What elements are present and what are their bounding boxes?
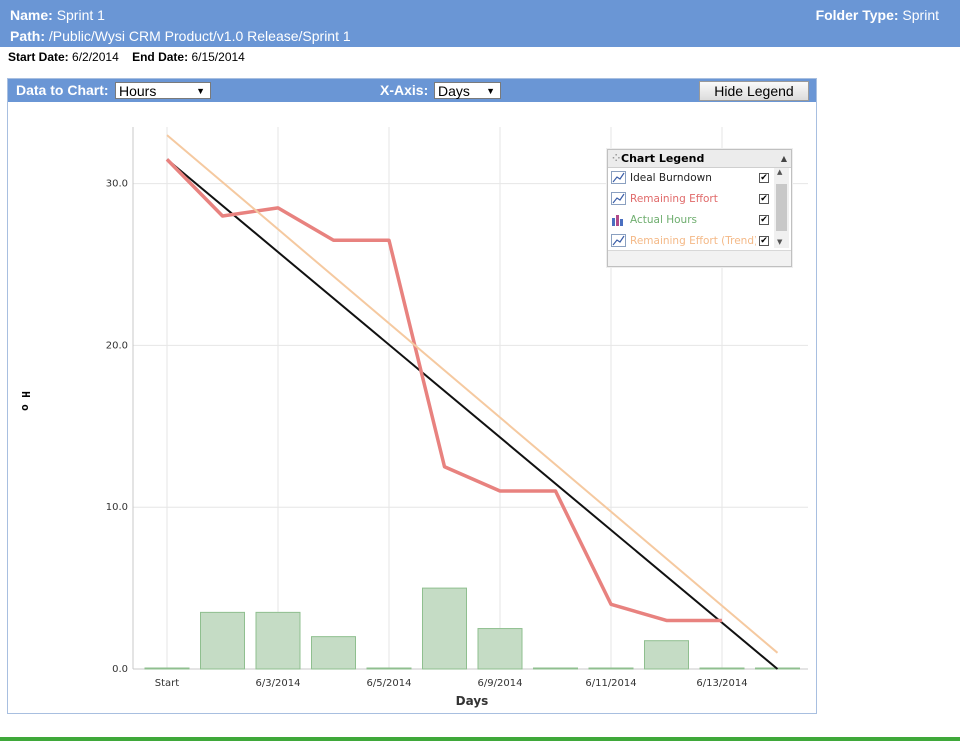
- hide-legend-button[interactable]: Hide Legend: [699, 81, 809, 101]
- y-tick-label: 0.0: [112, 664, 128, 675]
- path-value: /Public/Wysi CRM Product/v1.0 Release/Sp…: [48, 28, 351, 44]
- y-tick-label: 10.0: [106, 502, 128, 513]
- end-date-value: 6/15/2014: [191, 50, 245, 64]
- path-label: Path:: [10, 28, 45, 44]
- bar-actual-hours: [644, 640, 689, 670]
- legend-title-bar[interactable]: ⁘ Chart Legend ▲: [608, 150, 791, 168]
- sprint-header: Name: Sprint 1 Path: /Public/Wysi CRM Pr…: [0, 0, 960, 47]
- chart-panel: Data to Chart: Hours ▼ X-Axis: Days ▼ Hi…: [7, 78, 817, 714]
- xaxis-select[interactable]: Days ▼: [434, 82, 501, 99]
- legend-label: Remaining Effort (Trend): [630, 235, 756, 247]
- path-row: Path: /Public/Wysi CRM Product/v1.0 Rele…: [10, 27, 351, 45]
- x-tick-label: 6/5/2014: [367, 678, 412, 689]
- legend-checkbox[interactable]: ✔: [759, 194, 769, 204]
- xaxis-label: X-Axis:: [380, 82, 429, 98]
- bar-actual-hours: [533, 667, 578, 670]
- folder-type-label: Folder Type:: [815, 7, 899, 23]
- start-date-label: Start Date:: [8, 50, 69, 64]
- collapse-icon[interactable]: ▲: [780, 154, 787, 163]
- scroll-up-icon[interactable]: ▲: [777, 168, 783, 176]
- x-axis-title: Days: [456, 694, 489, 708]
- bar-actual-hours: [255, 611, 301, 670]
- date-range: Start Date: 6/2/2014 End Date: 6/15/2014: [8, 50, 245, 65]
- name-label: Name:: [10, 7, 53, 23]
- legend-footer: [608, 250, 791, 266]
- bar-actual-hours: [699, 667, 745, 670]
- scroll-down-icon[interactable]: ▼: [777, 238, 783, 246]
- line-chart-icon: [611, 171, 626, 184]
- xaxis-value: Days: [438, 83, 470, 99]
- line-ideal-burndown: [166, 158, 779, 670]
- legend-item-ideal-burndown[interactable]: Ideal Burndown ✔: [611, 169, 773, 187]
- legend-checkbox[interactable]: ✔: [759, 215, 769, 225]
- bar-actual-hours: [588, 667, 634, 670]
- legend-label: Ideal Burndown: [630, 172, 712, 184]
- bar-actual-hours: [477, 628, 523, 670]
- y-axis-title: H o: [19, 391, 32, 411]
- data-to-chart-value: Hours: [119, 83, 157, 99]
- status-strip: [0, 737, 960, 741]
- data-to-chart-select[interactable]: Hours ▼: [115, 82, 211, 99]
- x-tick-label: 6/3/2014: [256, 678, 301, 689]
- x-tick-label: 6/9/2014: [478, 678, 523, 689]
- legend-label: Remaining Effort: [630, 193, 718, 205]
- y-tick-label: 30.0: [106, 179, 128, 190]
- scrollbar-thumb[interactable]: [776, 184, 787, 231]
- legend-item-remaining-effort-trend[interactable]: Remaining Effort (Trend) ✔: [611, 232, 773, 250]
- y-tick-label: 20.0: [106, 340, 128, 351]
- start-date-value: 6/2/2014: [72, 50, 119, 64]
- legend-scrollbar[interactable]: ▲ ▼: [774, 168, 789, 248]
- legend-item-actual-hours[interactable]: Actual Hours ✔: [611, 211, 773, 229]
- folder-type-value: Sprint: [902, 7, 939, 23]
- x-tick-label: 6/11/2014: [585, 678, 636, 689]
- legend-checkbox[interactable]: ✔: [759, 236, 769, 246]
- legend-label: Actual Hours: [630, 214, 697, 226]
- chevron-down-icon: ▼: [196, 86, 205, 96]
- line-chart-icon: [611, 192, 626, 205]
- x-tick-label: 6/13/2014: [696, 678, 747, 689]
- legend-title: Chart Legend: [621, 152, 705, 165]
- folder-type-row: Folder Type: Sprint: [816, 6, 939, 24]
- legend-checkbox[interactable]: ✔: [759, 173, 769, 183]
- bar-actual-hours: [311, 636, 356, 670]
- line-remaining-effort-trend: [166, 134, 779, 654]
- bar-actual-hours: [200, 611, 245, 670]
- bar-actual-hours: [366, 667, 412, 670]
- name-value: Sprint 1: [56, 7, 105, 23]
- x-tick-label: Start: [155, 678, 180, 689]
- chart-legend[interactable]: ⁘ Chart Legend ▲ Ideal Burndown ✔ Remain…: [607, 149, 792, 267]
- line-remaining-effort: [165, 158, 722, 623]
- bar-chart-icon: [612, 215, 623, 226]
- chevron-down-icon: ▼: [486, 86, 495, 96]
- bar-actual-hours: [422, 587, 467, 670]
- end-date-label: End Date:: [132, 50, 189, 64]
- name-row: Name: Sprint 1: [10, 6, 105, 24]
- bar-actual-hours: [144, 667, 190, 670]
- data-to-chart-label: Data to Chart:: [16, 82, 109, 98]
- chart-toolbar: Data to Chart: Hours ▼ X-Axis: Days ▼ Hi…: [8, 79, 816, 102]
- drag-handle-icon[interactable]: ⁘: [612, 153, 621, 164]
- line-chart-icon: [611, 234, 626, 247]
- legend-item-remaining-effort[interactable]: Remaining Effort ✔: [611, 190, 773, 208]
